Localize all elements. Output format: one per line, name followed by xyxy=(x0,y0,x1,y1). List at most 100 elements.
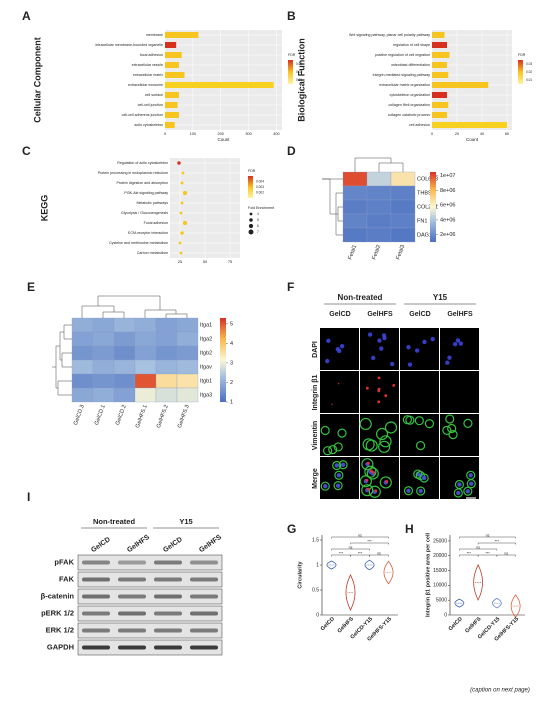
bar xyxy=(165,62,179,68)
blot-strip xyxy=(77,605,223,622)
bar xyxy=(432,72,449,78)
micrograph xyxy=(400,328,439,370)
row-label: Vimentin xyxy=(312,421,319,450)
colorbar-label: 6e+06 xyxy=(440,203,455,209)
violin xyxy=(491,597,502,609)
col-label: GelHFS xyxy=(367,311,393,318)
y-axis-label: Integrin β1 positive area per cell xyxy=(425,533,431,618)
panel-letter: C xyxy=(22,144,31,158)
col-label: Fetal2 xyxy=(371,244,382,260)
integrin-signal xyxy=(366,487,370,491)
col-label: GelHFS xyxy=(447,311,473,318)
nucleus xyxy=(465,489,471,494)
heat-cell xyxy=(92,317,115,333)
integrin-signal xyxy=(367,461,370,465)
colorbar-label: 2 xyxy=(230,380,233,386)
term-label: positive regulation of cell migration xyxy=(375,53,430,57)
y-tick-label: 15000 xyxy=(433,568,447,574)
legend-tick-label: 0.01 xyxy=(296,78,302,82)
nucleus xyxy=(406,488,411,493)
dot xyxy=(180,231,184,235)
integrin-signal xyxy=(331,403,333,406)
row-label: COL2A1 xyxy=(417,204,438,210)
heat-cell xyxy=(176,331,199,347)
bar xyxy=(432,32,445,38)
row-label: Itga1 xyxy=(200,322,212,328)
bar xyxy=(432,62,447,68)
legend-title: FDR xyxy=(248,169,256,173)
term-label: ECM-receptor interaction xyxy=(128,231,168,235)
significance-label: ns xyxy=(476,545,480,549)
y-tick-label: 25000 xyxy=(433,538,447,544)
colorbar xyxy=(430,172,436,242)
blot-band xyxy=(154,594,182,599)
micrograph xyxy=(400,371,439,413)
col-label: GelCD xyxy=(329,311,350,318)
term-label: extracellular matrix organization xyxy=(379,83,430,87)
x-axis-label: Count xyxy=(466,137,479,142)
cell-body xyxy=(416,486,426,496)
heat-cell xyxy=(155,387,178,403)
cell-body xyxy=(320,425,330,436)
panel-letter: F xyxy=(287,280,294,294)
legend-title: FDR xyxy=(518,53,526,57)
cell-body xyxy=(359,417,372,431)
nucleus xyxy=(456,490,461,496)
y-axis-label: KEGG xyxy=(39,195,49,222)
term-label: collagen catabolic process xyxy=(388,113,430,117)
size-legend-dot xyxy=(248,223,254,229)
y-axis-label: Biological Function xyxy=(296,38,306,122)
cell-body xyxy=(361,458,374,471)
bar xyxy=(432,122,507,128)
cell-body xyxy=(338,460,348,470)
significance-bracket xyxy=(477,542,516,545)
col-label: GelCD.3 xyxy=(73,404,86,426)
x-tick-label: 200 xyxy=(218,132,224,136)
cell-body xyxy=(320,481,330,491)
heat-cell xyxy=(134,373,157,389)
cell-body xyxy=(333,481,343,491)
blot-band xyxy=(190,594,218,599)
heat-cell xyxy=(176,345,199,361)
heat-cell xyxy=(134,387,157,403)
col-label: GelCD.1 xyxy=(94,404,107,426)
heat-cell xyxy=(390,227,416,243)
heat-cell xyxy=(390,213,416,229)
violin xyxy=(326,560,337,570)
bar xyxy=(165,92,179,98)
heat-cell xyxy=(92,359,115,375)
significance-label: ns xyxy=(486,533,490,537)
bar xyxy=(432,92,447,98)
significance-label: *** xyxy=(358,551,363,555)
nucleus xyxy=(468,473,473,478)
heat-cell xyxy=(390,171,416,187)
significance-bracket xyxy=(459,548,498,551)
cell-body xyxy=(415,440,426,451)
lane-label: GelHFS xyxy=(126,534,151,554)
heat-cell xyxy=(366,199,392,215)
term-label: actin cytoskeleton xyxy=(134,123,163,127)
blot-band xyxy=(82,645,110,650)
blot-strip xyxy=(77,571,223,588)
blot-band xyxy=(82,560,110,565)
nucleus xyxy=(334,463,339,468)
significance-label: ns xyxy=(358,533,362,537)
dot xyxy=(179,251,183,255)
lane-label: GelCD xyxy=(162,536,184,554)
term-label: extracellular exosome xyxy=(128,83,163,87)
panel-letter: B xyxy=(287,9,296,23)
term-label: intracellular membrane-bounded organelle xyxy=(95,43,163,47)
significance-label: ns xyxy=(349,545,353,549)
cell-body xyxy=(424,419,435,429)
x-tick-label: 40 xyxy=(480,132,484,136)
heat-cell xyxy=(342,199,368,215)
heat-cell xyxy=(390,199,416,215)
legend-colorbar xyxy=(248,176,253,198)
integrin-signal xyxy=(370,469,373,473)
dot xyxy=(182,190,188,196)
legend-tick-label: 0.003 xyxy=(256,185,264,189)
x-tick-label: 20 xyxy=(455,132,459,136)
integrin-signal xyxy=(377,400,381,404)
size-legend-label: 7 xyxy=(257,230,259,234)
